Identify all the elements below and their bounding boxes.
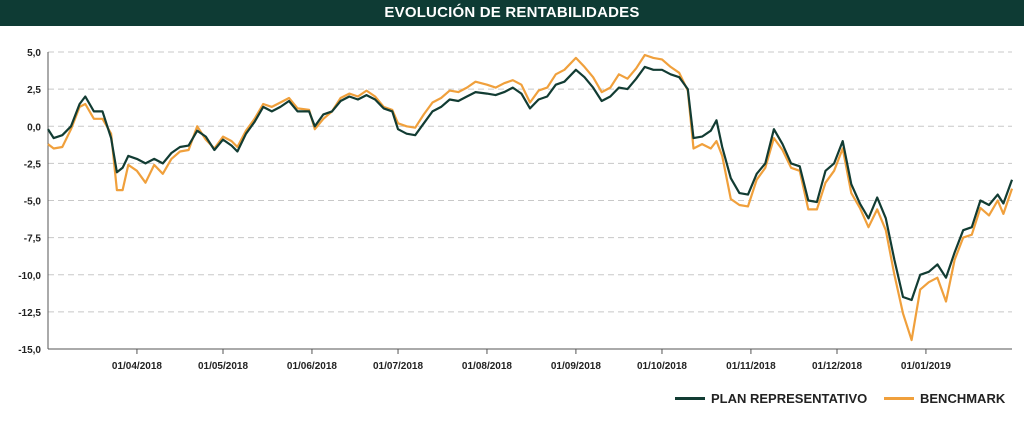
series-line-benchmark [47, 53, 1014, 342]
legend-benchmark: BENCHMARK [884, 389, 1005, 407]
y-tick-label: 0,0 [27, 122, 41, 133]
x-tick-label: 01/01/2019 [901, 361, 951, 372]
y-tick-label: 2,5 [27, 85, 41, 96]
y-tick-label: -5,0 [24, 197, 42, 208]
legend-benchmark-swatch [884, 396, 914, 400]
x-tick-label: 01/09/2018 [551, 361, 601, 372]
returns-line-chart: 5,0 2,5 0,0 -2,5 -5,0 -7,5 -10,0 -12,5 -15,0 01/… [18, 48, 1014, 372]
y-tick-label: -2,5 [24, 159, 42, 170]
x-tick-label: 01/12/2018 [812, 361, 862, 372]
legend-plan-swatch [675, 396, 705, 400]
grid [48, 51, 1012, 350]
series-line-plan-representativo [47, 65, 1014, 302]
axes [47, 52, 1012, 350]
y-tick-label: 5,0 [27, 48, 41, 59]
y-tick-label: -10,0 [18, 271, 41, 282]
series-lines [47, 53, 1014, 342]
legend-benchmark-label: BENCHMARK [920, 390, 1006, 406]
y-tick-label: -12,5 [18, 308, 41, 319]
x-axis-ticks: 01/04/2018 01/05/2018 01/06/2018 01/07/2018… [112, 349, 951, 372]
y-axis-ticks: 5,0 2,5 0,0 -2,5 -5,0 -7,5 -10,0 -12,5 -15,0 [18, 48, 41, 356]
y-tick-label: -7,5 [24, 234, 42, 245]
x-tick-label: 01/08/2018 [462, 361, 512, 372]
x-tick-label: 01/04/2018 [112, 361, 162, 372]
x-tick-label: 01/10/2018 [637, 361, 687, 372]
x-tick-label: 01/07/2018 [373, 361, 423, 372]
legend-plan: PLAN REPRESENTATIVO [675, 389, 867, 407]
x-tick-label: 01/11/2018 [726, 361, 776, 372]
chart-title: EVOLUCIÓN DE RENTABILIDADES [0, 0, 1024, 26]
x-tick-label: 01/06/2018 [287, 361, 337, 372]
legend-plan-label: PLAN REPRESENTATIVO [711, 390, 868, 406]
x-tick-label: 01/05/2018 [198, 361, 248, 372]
y-tick-label: -15,0 [18, 345, 41, 356]
